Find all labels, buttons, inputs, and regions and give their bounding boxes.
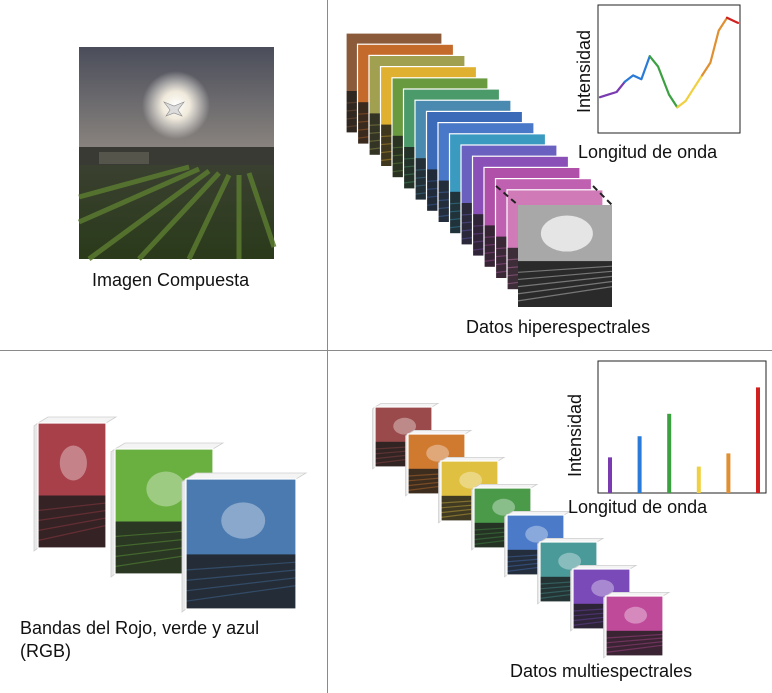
hyperspectral-series-line <box>725 16 740 24</box>
multispectral-bar <box>726 453 731 493</box>
vertical-divider <box>327 0 328 693</box>
multispectral-chart-xlabel: Longitud de onda <box>568 497 708 517</box>
hyperspectral-connector <box>592 185 613 206</box>
hyperspectral-band-stack <box>345 32 613 307</box>
multispectral-bar <box>756 387 760 493</box>
rgb-band <box>33 416 118 552</box>
hyperspectral-front-band <box>517 205 613 307</box>
hyperspectral-caption: Datos hiperespectrales <box>466 317 651 337</box>
multispectral-bar <box>696 466 701 493</box>
rgb-band <box>181 472 308 613</box>
multispectral-bar <box>608 457 612 493</box>
multispectral-panel: Intensidad Longitud de onda Datos multie… <box>328 351 772 693</box>
horizontal-divider <box>0 350 772 351</box>
rgb-caption-line1: Bandas del Rojo, verde y azul <box>20 618 260 638</box>
hyperspectral-chart <box>597 4 741 134</box>
rgb-caption-line2: (RGB) <box>20 641 71 661</box>
composite-caption: Imagen Compuesta <box>92 270 250 290</box>
multispectral-band <box>372 403 440 470</box>
rgb-panel: Bandas del Rojo, verde y azul (RGB) <box>0 351 327 693</box>
multispectral-band-stack <box>372 403 671 659</box>
composite-photo <box>77 47 277 262</box>
multispectral-caption: Datos multiespectrales <box>510 661 693 681</box>
multispectral-bar <box>637 436 642 493</box>
multispectral-chart <box>597 360 767 494</box>
hyperspectral-chart-frame <box>597 4 741 134</box>
hyperspectral-panel: Intensidad Longitud de onda Datos hipere… <box>328 0 772 350</box>
hyperspectral-series-line <box>623 55 651 83</box>
multispectral-bar <box>667 413 672 493</box>
hyperspectral-series-line <box>676 74 704 109</box>
hyperspectral-chart-xlabel: Longitud de onda <box>578 142 718 162</box>
hyperspectral-connector <box>495 185 519 206</box>
multispectral-chart-frame <box>597 360 767 494</box>
hyperspectral-chart-ylabel: Intensidad <box>574 29 594 113</box>
rgb-band-stack <box>33 416 308 613</box>
multispectral-chart-ylabel: Intensidad <box>565 393 585 477</box>
hyperspectral-series-line <box>598 80 626 99</box>
hyperspectral-series-line <box>701 16 729 77</box>
composite-panel: Imagen Compuesta <box>0 0 327 350</box>
hyperspectral-series-line <box>648 55 679 109</box>
multispectral-band <box>603 591 671 659</box>
